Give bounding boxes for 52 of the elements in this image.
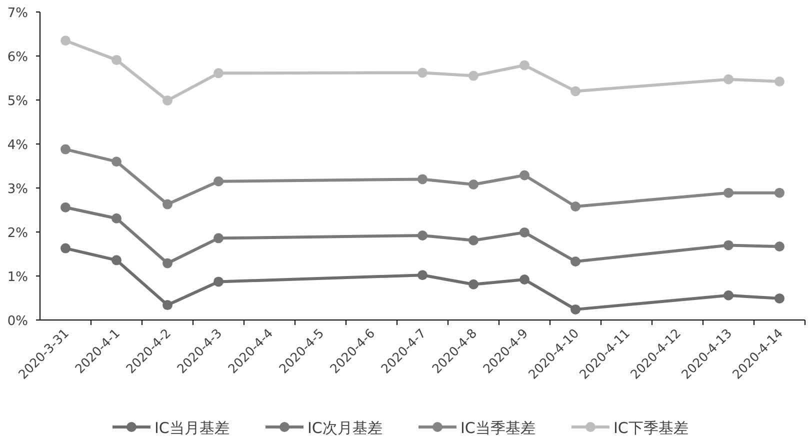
y-tick-label: 0% xyxy=(7,314,28,329)
y-tick-label: 7% xyxy=(7,6,28,21)
point xyxy=(60,36,70,46)
point xyxy=(162,95,172,106)
point xyxy=(570,304,580,314)
legend-label: IC次月基差 xyxy=(308,419,382,437)
point xyxy=(724,290,734,300)
point xyxy=(162,300,172,310)
point xyxy=(774,293,784,304)
point xyxy=(570,256,580,266)
point xyxy=(214,176,224,186)
y-tick-label: 4% xyxy=(7,138,28,153)
point xyxy=(112,156,122,167)
point xyxy=(60,144,70,154)
point xyxy=(724,74,734,84)
point xyxy=(112,213,122,224)
y-tick-label: 1% xyxy=(7,270,28,285)
point xyxy=(418,68,428,78)
point xyxy=(468,70,478,81)
point xyxy=(112,54,122,65)
point xyxy=(520,227,530,238)
point xyxy=(214,68,224,78)
point xyxy=(214,276,224,287)
point xyxy=(468,179,478,190)
point xyxy=(774,188,784,198)
y-tick-label: 5% xyxy=(7,94,28,109)
y-tick-label: 3% xyxy=(7,182,28,197)
y-tick-label: 2% xyxy=(7,226,28,241)
point xyxy=(418,174,428,184)
point xyxy=(418,270,428,280)
point xyxy=(724,240,734,250)
point xyxy=(60,243,70,254)
point xyxy=(112,255,122,266)
point xyxy=(162,199,172,210)
legend-label: IC当月基差 xyxy=(154,419,230,437)
legend-label: IC下季基差 xyxy=(614,419,688,437)
point xyxy=(774,76,784,87)
point xyxy=(468,279,478,290)
point xyxy=(214,233,224,244)
point xyxy=(570,86,580,96)
point xyxy=(520,170,530,180)
point xyxy=(520,274,530,285)
y-tick-label: 6% xyxy=(7,50,28,65)
point xyxy=(60,202,70,212)
point xyxy=(418,230,428,241)
legend-label: IC当季基差 xyxy=(460,419,536,437)
point xyxy=(570,201,580,212)
point xyxy=(724,188,734,198)
point xyxy=(468,235,478,246)
point xyxy=(774,242,784,252)
point xyxy=(162,258,172,268)
point xyxy=(520,60,530,70)
